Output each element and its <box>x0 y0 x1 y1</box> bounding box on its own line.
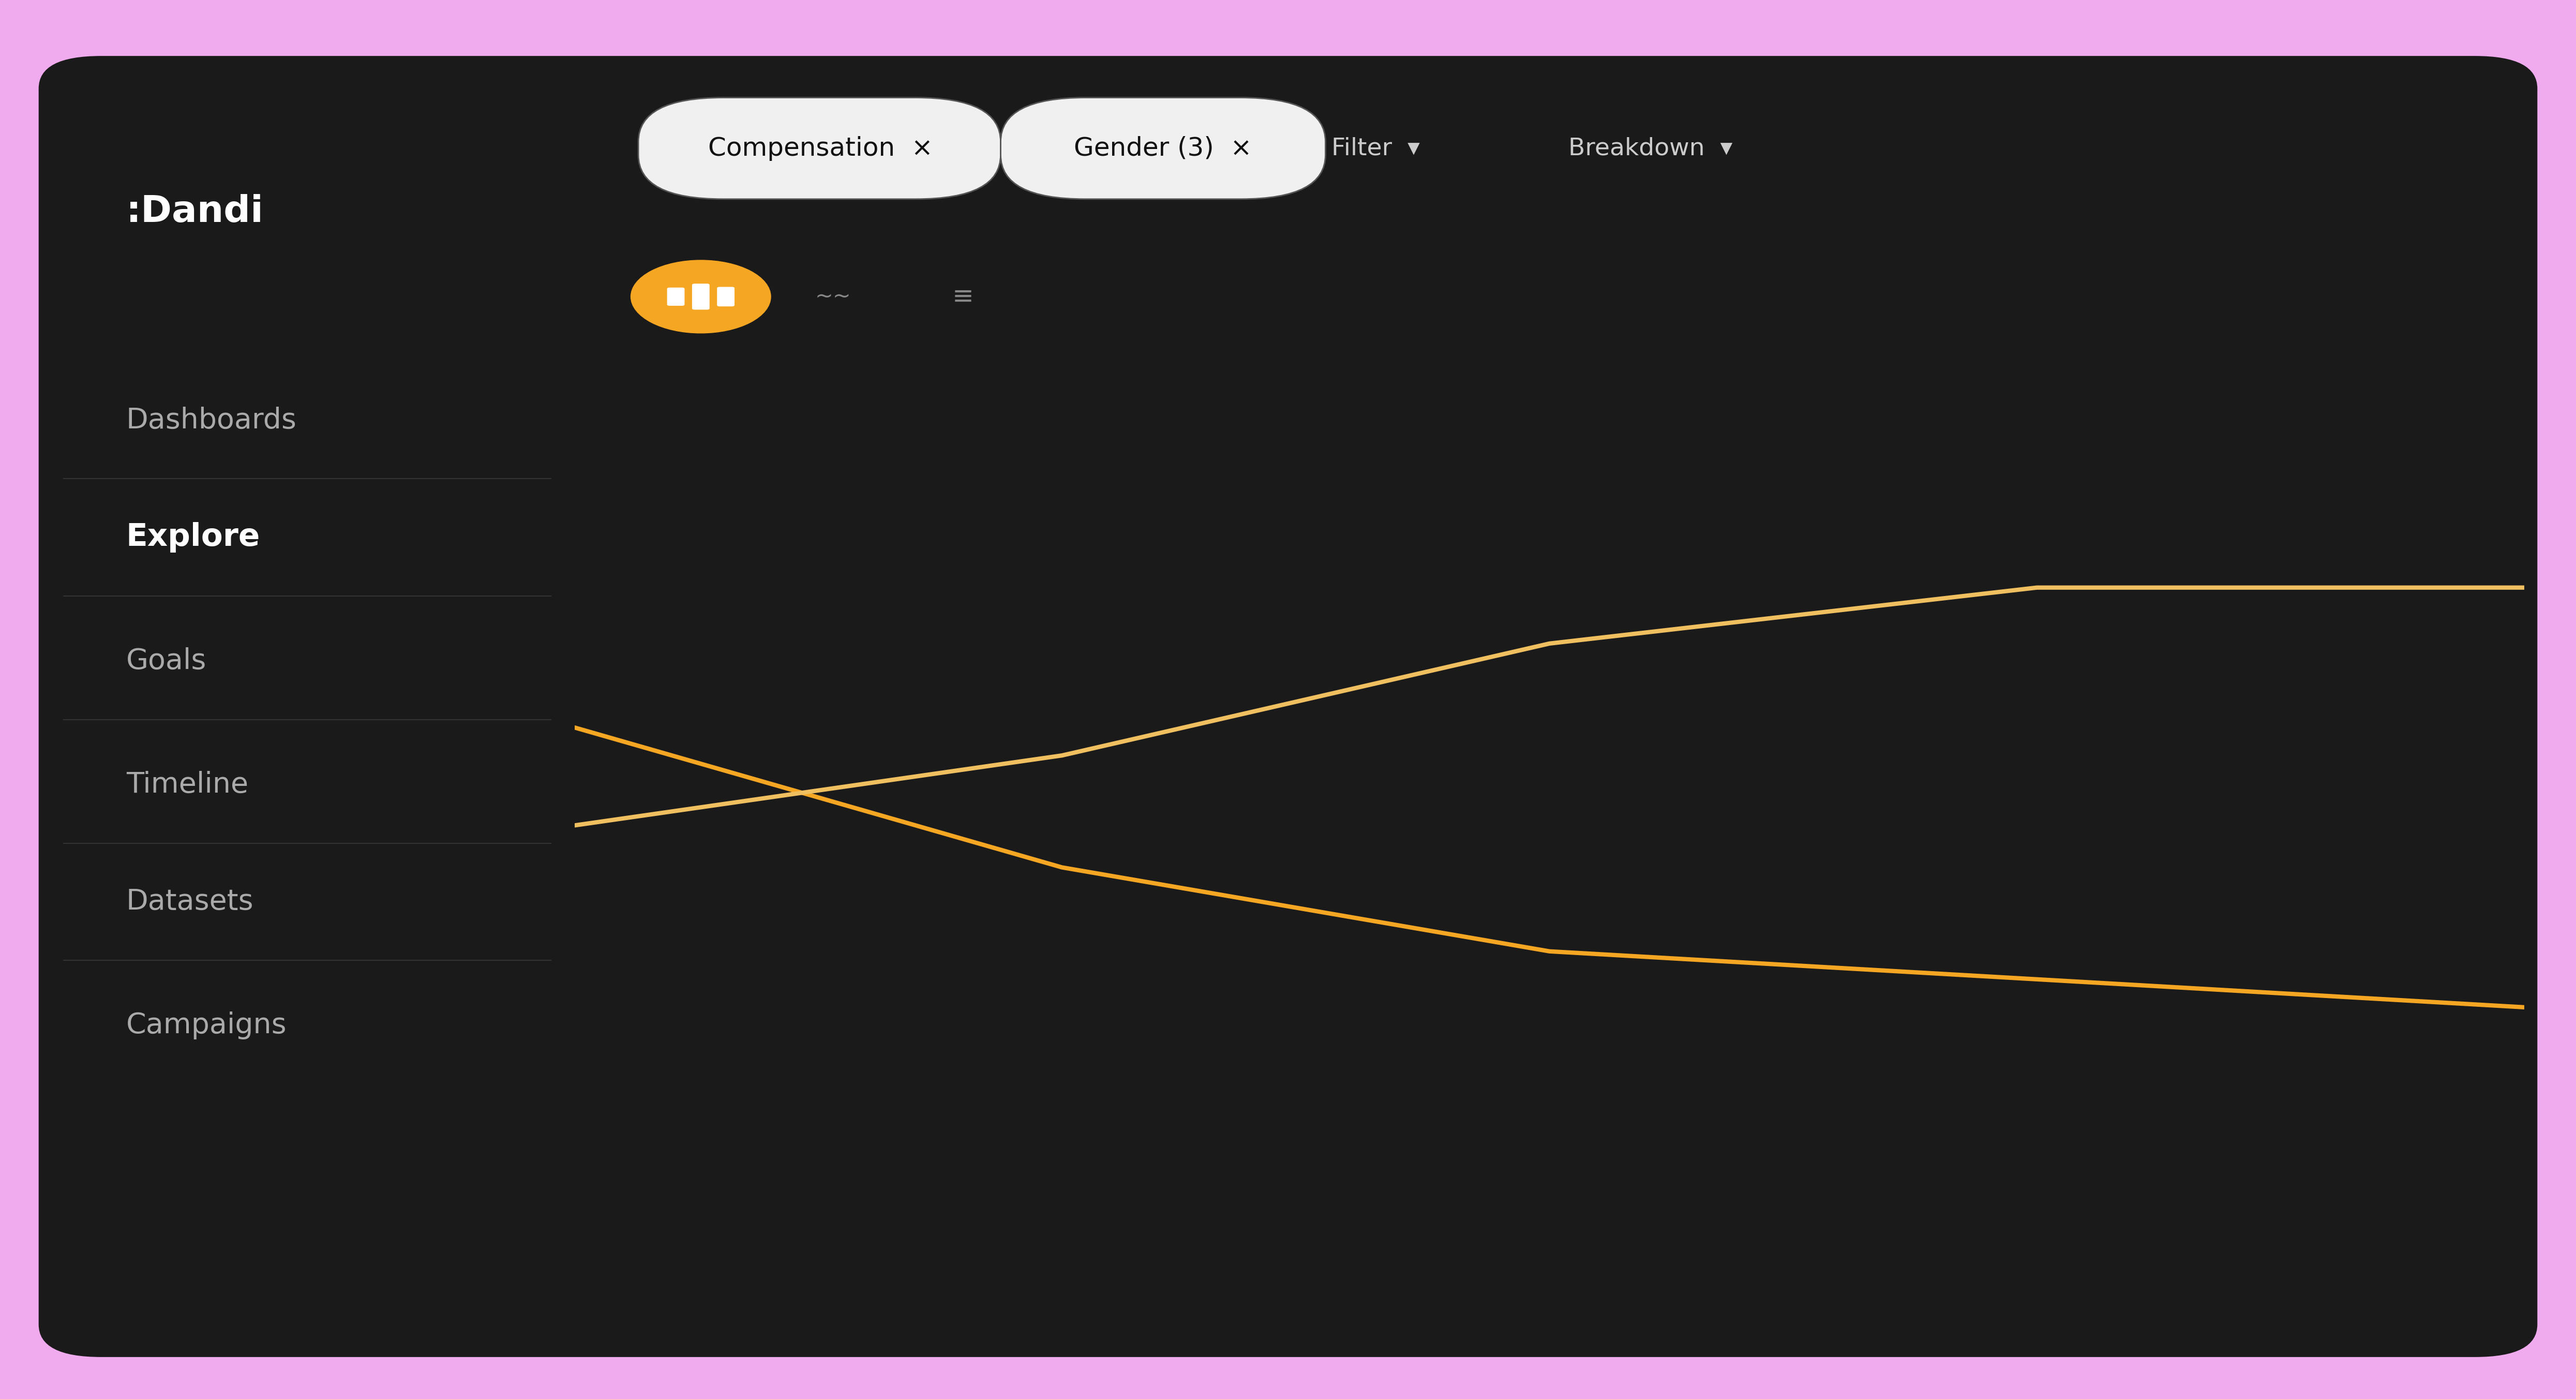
FancyBboxPatch shape <box>999 98 1327 199</box>
Text: Filter  ▾: Filter ▾ <box>1332 137 1419 159</box>
Text: Goals: Goals <box>126 646 206 674</box>
Text: Timeline: Timeline <box>126 771 247 799</box>
FancyBboxPatch shape <box>39 56 2537 1357</box>
Text: ≡: ≡ <box>953 284 974 309</box>
Text: Compensation  ×: Compensation × <box>708 136 933 161</box>
Text: Breakdown  ▾: Breakdown ▾ <box>1569 137 1734 159</box>
Text: Datasets: Datasets <box>126 888 252 915</box>
Circle shape <box>631 260 770 333</box>
FancyBboxPatch shape <box>667 288 685 306</box>
FancyBboxPatch shape <box>716 287 734 306</box>
Text: Gender (3)  ×: Gender (3) × <box>1074 136 1252 161</box>
Text: Campaigns: Campaigns <box>126 1011 286 1039</box>
FancyBboxPatch shape <box>639 98 999 199</box>
Text: ~~: ~~ <box>814 285 850 308</box>
Text: Dashboards: Dashboards <box>126 406 296 434</box>
FancyBboxPatch shape <box>693 284 708 309</box>
Text: :Dandi: :Dandi <box>126 194 263 229</box>
Text: Explore: Explore <box>126 522 260 553</box>
